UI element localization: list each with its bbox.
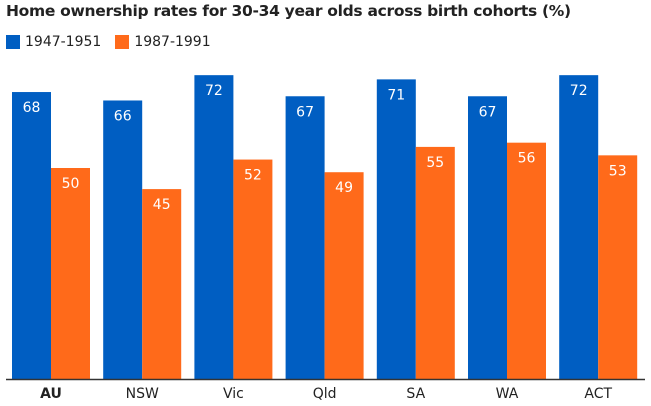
x-tick-label-au: AU	[40, 386, 62, 402]
data-label-act-series-1: 72	[570, 83, 588, 99]
data-label-wa-series-1: 67	[479, 104, 497, 120]
legend-swatch-series-2	[115, 35, 130, 49]
data-label-sa-series-2: 55	[426, 155, 444, 171]
bar-au-series-1	[12, 92, 51, 379]
x-tick-label-nsw: NSW	[126, 386, 159, 402]
bar-act-series-2	[598, 155, 638, 379]
legend-label-series-1: 1947-1951	[25, 34, 102, 50]
data-label-nsw-series-2: 45	[153, 197, 171, 213]
x-tick-label-qld: Qld	[313, 386, 337, 402]
bar-nsw-series-1	[103, 100, 143, 379]
data-label-wa-series-2: 56	[518, 151, 536, 167]
x-tick-label-sa: SA	[406, 386, 425, 402]
data-label-qld-series-1: 67	[296, 104, 314, 120]
legend-label-series-2: 1987-1991	[134, 34, 211, 50]
bar-vic-series-1	[194, 75, 234, 379]
legend-item-series-2: 1987-1991	[115, 34, 211, 50]
bar-au-series-2	[51, 168, 90, 379]
chart-title: Home ownership rates for 30-34 year olds…	[6, 2, 571, 20]
data-label-nsw-series-1: 66	[114, 108, 132, 124]
bar-sa-series-2	[415, 146, 455, 379]
x-tick-label-wa: WA	[496, 386, 519, 402]
data-label-au-series-2: 50	[62, 176, 80, 192]
bar-wa-series-1	[468, 96, 507, 379]
bar-wa-series-2	[507, 142, 546, 379]
data-label-act-series-2: 53	[609, 163, 627, 179]
bar-vic-series-2	[233, 159, 273, 379]
data-label-qld-series-2: 49	[335, 180, 353, 196]
x-tick-label-act: ACT	[584, 386, 612, 402]
bar-qld-series-1	[285, 96, 325, 379]
legend: 1947-1951 1987-1991	[6, 34, 225, 50]
data-label-vic-series-1: 72	[205, 83, 223, 99]
data-label-sa-series-1: 71	[387, 87, 405, 103]
bar-act-series-1	[559, 75, 599, 379]
bar-nsw-series-2	[142, 189, 182, 379]
legend-item-series-1: 1947-1951	[6, 34, 101, 50]
data-label-vic-series-2: 52	[244, 168, 262, 184]
bar-qld-series-2	[324, 172, 364, 379]
x-tick-label-vic: Vic	[223, 386, 244, 402]
data-label-au-series-1: 68	[23, 100, 41, 116]
legend-swatch-series-1	[6, 35, 20, 49]
bar-sa-series-1	[376, 79, 416, 379]
